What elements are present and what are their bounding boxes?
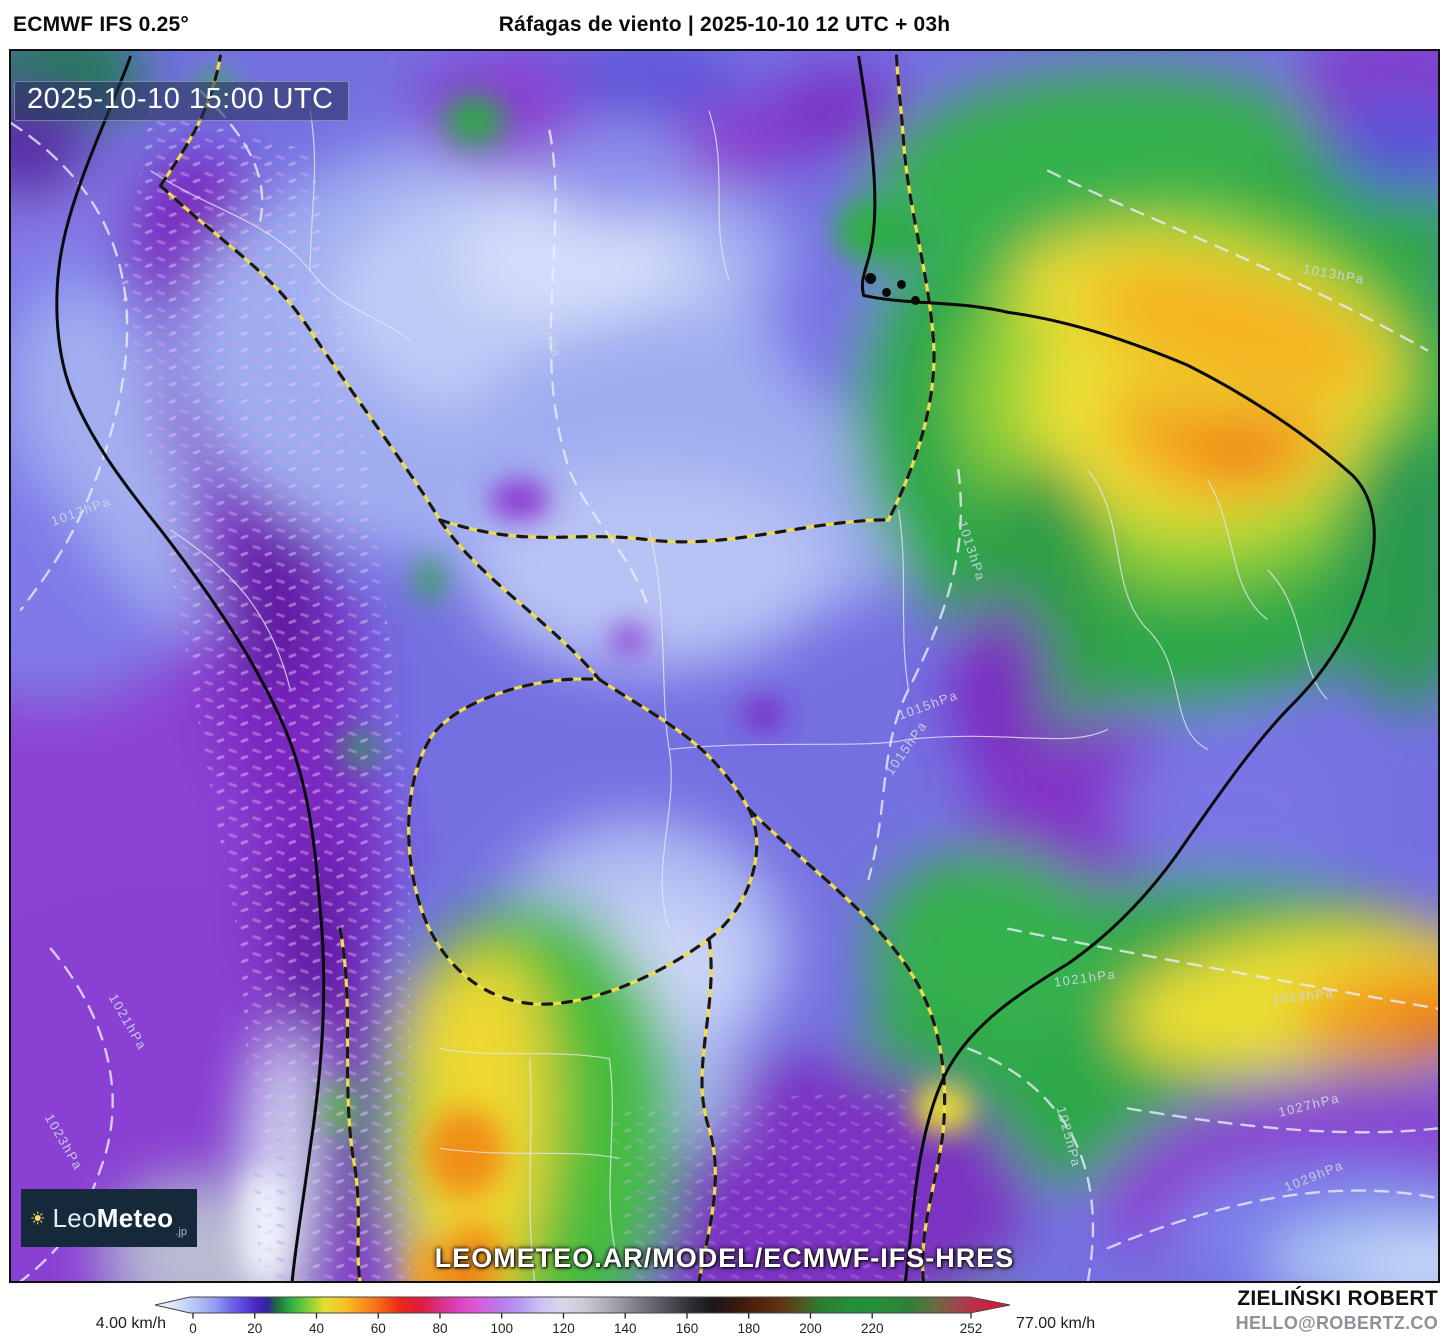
- admin-borders: [150, 110, 1328, 1281]
- svg-text:220: 220: [861, 1321, 884, 1336]
- valid-time-badge: 2025-10-10 15:00 UTC: [14, 81, 349, 121]
- sun-icon: [31, 1211, 45, 1225]
- logo-suffix: .jp: [175, 1226, 187, 1238]
- svg-text:100: 100: [490, 1321, 513, 1336]
- colorbar-ticks: 0 20 40 60 80 100 120 140 160 180 200 220 252: [189, 1313, 982, 1336]
- isobar-label: 1021hPa: [105, 991, 151, 1053]
- svg-text:80: 80: [432, 1321, 447, 1336]
- isobar-label: 1025hPa: [1053, 1104, 1085, 1170]
- author-credit: ZIELIŃSKI ROBERT: [1237, 1287, 1438, 1310]
- isobar-label: 1027hPa: [1276, 1090, 1342, 1120]
- author-contact: HELLO@ROBERTZ.CO: [1235, 1313, 1438, 1333]
- logo-wordmark: LeoMeteo: [52, 1202, 174, 1233]
- watermark-url: LEOMETEO.AR/MODEL/ECMWF-IFS-HRES: [434, 1243, 1015, 1273]
- svg-text:20: 20: [247, 1321, 262, 1336]
- isobar-label: 1021hPa: [1052, 966, 1118, 990]
- terrain-speckle-texture: [120, 110, 929, 1281]
- svg-text:180: 180: [737, 1321, 760, 1336]
- isobar-label: 1015hPa: [896, 687, 960, 723]
- isobar-label: 1023hPa: [1271, 985, 1335, 1007]
- svg-text:252: 252: [960, 1321, 983, 1336]
- svg-text:200: 200: [799, 1321, 822, 1336]
- isobar-label: 1017hPa: [49, 493, 113, 529]
- isobar-label: 1013hPa: [1301, 261, 1367, 287]
- leometeo-logo: LeoMeteo .jp: [21, 1189, 197, 1247]
- coastline: [55, 55, 1376, 1281]
- wind-field-raster: [11, 51, 1438, 1281]
- isobar-label: 1015hPa: [881, 718, 931, 778]
- isobar-label: 1023hPa: [41, 1111, 87, 1173]
- isobar-lines: [11, 89, 1438, 1281]
- isobar-label: 1013hPa: [529, 296, 565, 360]
- colorbar-arrow-bar: [154, 1296, 1011, 1314]
- page-title: Ráfagas de viento | 2025-10-10 12 UTC + …: [498, 13, 951, 36]
- model-label: ECMWF IFS 0.25°: [13, 13, 189, 36]
- svg-text:120: 120: [552, 1321, 575, 1336]
- colorbar: 0 20 40 60 80 100 120 140 160 180 200 220 252: [154, 1296, 1011, 1336]
- colorbar-max-label: 77.00 km/h: [1016, 1315, 1096, 1332]
- svg-text:140: 140: [614, 1321, 637, 1336]
- isobar-labels-layer: 1017hPa 1013hPa 1013hPa 1013hPa 1015hPa 1015h…: [11, 51, 1438, 1281]
- svg-text:0: 0: [189, 1321, 197, 1336]
- svg-text:160: 160: [676, 1321, 699, 1336]
- svg-text:60: 60: [371, 1321, 386, 1336]
- isobar-label: 1013hPa: [955, 518, 989, 584]
- colorbar-min-label: 4.00 km/h: [95, 1315, 166, 1332]
- isobar-label: 1029hPa: [1282, 1157, 1346, 1195]
- wind-gust-map: 1017hPa 1013hPa 1013hPa 1013hPa 1015hPa 1015h…: [9, 49, 1440, 1283]
- svg-text:40: 40: [309, 1321, 324, 1336]
